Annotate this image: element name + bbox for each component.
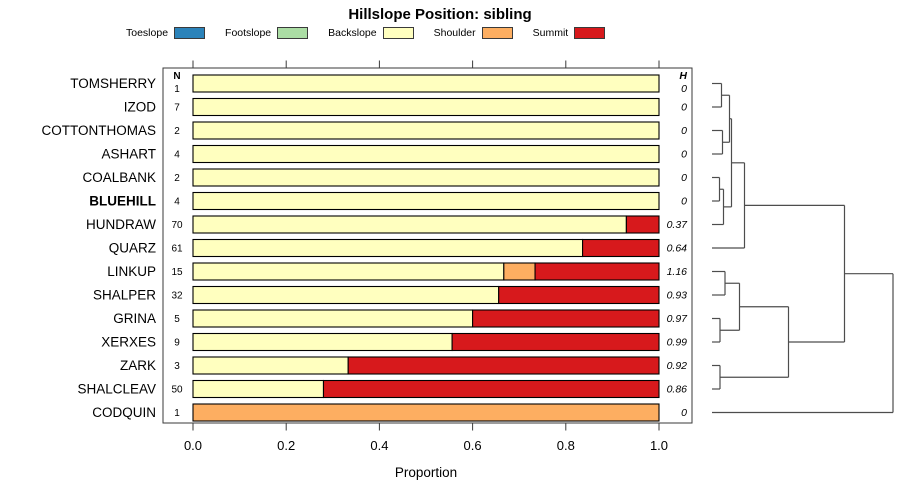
row-h-value: 0.97: [667, 313, 689, 325]
row-h-value: 0.92: [667, 360, 688, 372]
legend-label: Backslope: [328, 27, 377, 39]
row-n-value: 2: [174, 126, 180, 137]
row-label: ZARK: [120, 358, 156, 373]
row-n-value: 5: [174, 314, 180, 325]
legend-swatch-toeslope: [174, 27, 206, 39]
legend-label: Shoulder: [433, 27, 476, 39]
row-label: BLUEHILL: [89, 194, 156, 209]
bar-segment-backslope: [192, 238, 584, 258]
bar-segment-backslope: [192, 379, 325, 399]
legend: Toeslope Footslope Backslope Shoulder Summit: [126, 27, 625, 39]
row-n-value: 15: [171, 267, 183, 278]
bar-segment-summit: [451, 332, 660, 352]
row-h-value: 0: [681, 407, 687, 419]
row-n-value: 1: [174, 84, 180, 95]
row-h-value: 0.64: [667, 243, 688, 255]
bar-segment-backslope: [192, 191, 660, 211]
row-label: CODQUIN: [92, 405, 156, 420]
row-label: SHALPER: [93, 288, 156, 303]
bar-segment-backslope: [192, 262, 505, 281]
row-n-value: 3: [174, 361, 180, 372]
legend-swatch-summit: [574, 27, 606, 39]
row-n-value: 9: [174, 338, 180, 349]
row-n-value: 1: [174, 408, 180, 419]
bar-segment-summit: [347, 356, 660, 375]
legend-item-shoulder: Shoulder: [434, 27, 513, 39]
row-h-value: 0: [681, 172, 687, 184]
row-h-value: 1.16: [667, 266, 688, 278]
row-label: TOMSHERRY: [70, 76, 156, 91]
row-h-value: 0: [681, 125, 687, 137]
row-h-value: 0: [681, 149, 687, 161]
h-column-header: H: [679, 70, 687, 82]
legend-item-footslope: Footslope: [225, 27, 309, 39]
x-tick-label: 1.0: [650, 438, 668, 453]
bar-segment-shoulder: [503, 262, 536, 281]
bar-segment-backslope: [192, 121, 660, 140]
row-label: QUARZ: [109, 241, 156, 256]
row-label: LINKUP: [107, 264, 156, 279]
row-n-value: 70: [171, 220, 183, 231]
legend-item-backslope: Backslope: [328, 27, 414, 39]
bar-segment-backslope: [192, 285, 500, 305]
legend-label: Toeslope: [126, 27, 169, 39]
row-n-value: 32: [171, 291, 183, 302]
n-column-header: N: [173, 71, 180, 82]
bar-segment-backslope: [192, 74, 660, 93]
row-h-value: 0.93: [667, 290, 688, 302]
bar-segment-summit: [534, 262, 660, 281]
legend-label: Summit: [532, 27, 569, 39]
legend-swatch-footslope: [277, 27, 309, 39]
bar-segment-backslope: [192, 332, 453, 352]
row-n-value: 61: [171, 244, 183, 255]
bar-segment-backslope: [192, 97, 660, 117]
legend-swatch-shoulder: [481, 27, 513, 39]
bar-segment-backslope: [192, 309, 474, 328]
bar-segment-summit: [625, 215, 660, 234]
legend-item-summit: Summit: [533, 27, 606, 39]
row-label: COALBANK: [82, 170, 156, 185]
row-h-value: 0: [681, 102, 687, 114]
plot-frame: [162, 67, 693, 424]
bar-segment-backslope: [192, 144, 660, 164]
row-label: HUNDRAW: [86, 217, 156, 232]
legend-swatch-backslope: [382, 27, 414, 39]
bar-segment-summit: [322, 379, 660, 399]
bar-segment-summit: [498, 285, 660, 305]
row-h-value: 0: [681, 83, 687, 95]
bar-segment-backslope: [192, 215, 627, 234]
row-label: GRINA: [113, 311, 156, 326]
row-label: XERXES: [101, 335, 156, 350]
row-n-value: 7: [174, 103, 180, 114]
row-n-value: 4: [174, 150, 180, 161]
row-h-value: 0.99: [667, 337, 688, 349]
bar-segment-summit: [582, 238, 660, 258]
bar-segment-summit: [472, 309, 660, 328]
row-label: IZOD: [124, 100, 156, 115]
legend-label: Footslope: [225, 27, 272, 39]
x-tick-label: 0.0: [184, 438, 202, 453]
row-h-value: 0.37: [667, 219, 689, 231]
bar-segment-backslope: [192, 356, 349, 375]
x-axis-label: Proportion: [395, 465, 457, 480]
x-tick-label: 0.4: [370, 438, 388, 453]
x-tick-label: 0.6: [464, 438, 482, 453]
row-h-value: 0: [681, 196, 687, 208]
x-tick-label: 0.8: [557, 438, 575, 453]
legend-item-toeslope: Toeslope: [126, 27, 206, 39]
chart-title: Hillslope Position: sibling: [348, 6, 532, 23]
row-h-value: 0.86: [667, 384, 688, 396]
row-label: SHALCLEAV: [77, 382, 156, 397]
bar-segment-backslope: [192, 168, 660, 187]
row-label: ASHART: [101, 147, 156, 162]
row-label: COTTONTHOMAS: [42, 123, 157, 138]
bar-segment-shoulder: [192, 403, 660, 422]
row-n-value: 4: [174, 197, 180, 208]
x-tick-label: 0.2: [277, 438, 295, 453]
row-n-value: 50: [171, 385, 183, 396]
row-n-value: 2: [174, 173, 180, 184]
